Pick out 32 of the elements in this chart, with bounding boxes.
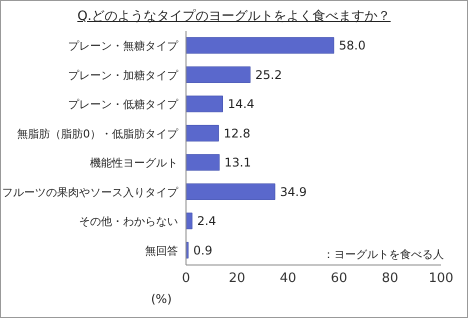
y-tick-label: 無脂肪（脂肪0）・低脂肪タイプ (17, 127, 179, 140)
data-label: 13.1 (224, 156, 252, 170)
data-label: 12.8 (224, 126, 250, 140)
bar (186, 96, 223, 112)
bar (186, 212, 192, 230)
data-label: 25.2 (255, 68, 282, 82)
data-label: 14.4 (228, 97, 254, 112)
bar (186, 37, 334, 54)
y-tick-label: フルーツの果肉やソース入りタイプ (2, 186, 179, 199)
x-tick-label: 40 (280, 271, 296, 286)
y-tick-label: その他・わからない (79, 215, 178, 228)
x-tick-label: 80 (382, 271, 398, 286)
data-label: 0.9 (193, 243, 212, 258)
x-axis-title: (%) (151, 292, 172, 306)
y-tick-label: 機能性ヨーグルト (90, 156, 178, 170)
chart-title: Q.どのようなタイプのヨーグルトをよく食べますか？ (76, 8, 392, 25)
bar (186, 66, 251, 83)
x-tick-label: 20 (228, 271, 246, 286)
annotation: ：ヨーグルトを食べる人 (323, 247, 444, 262)
x-tick-label: 100 (428, 271, 454, 286)
data-label: 2.4 (197, 214, 216, 228)
x-tick-label: 60 (330, 271, 348, 286)
bar (186, 183, 276, 200)
y-tick-label: プレーン・低糖タイプ (68, 98, 179, 112)
y-tick-label: プレーン・無糖タイプ (68, 40, 179, 53)
bar (186, 124, 219, 142)
data-label: 34.9 (280, 184, 307, 199)
x-tick-label: 0 (182, 271, 190, 286)
y-tick-label: 無回答 (145, 244, 178, 258)
data-label: 58.0 (338, 38, 366, 53)
bar (186, 154, 220, 171)
y-tick-label: プレーン・加糖タイプ (68, 68, 179, 82)
